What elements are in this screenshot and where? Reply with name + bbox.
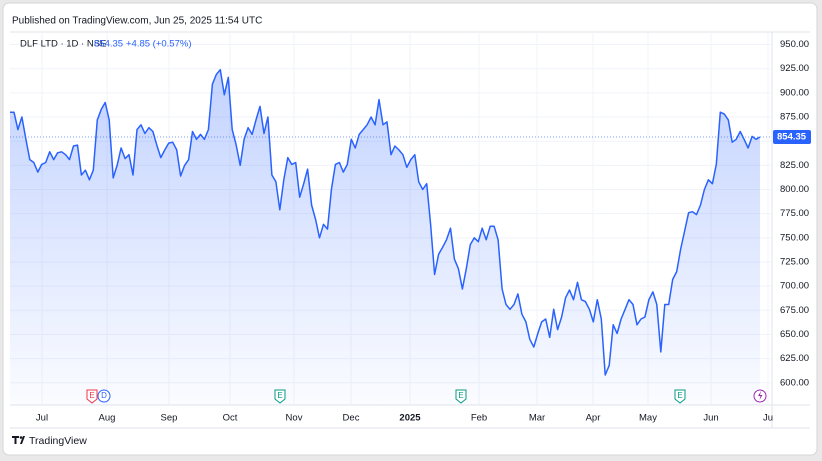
event-marker: E bbox=[86, 389, 98, 404]
event-shape bbox=[674, 389, 686, 404]
y-tick-label: 800.00 bbox=[780, 184, 809, 195]
price-tag bbox=[773, 129, 811, 144]
x-tick-label: Mar bbox=[529, 413, 545, 424]
x-tick-label: Aug bbox=[99, 413, 116, 424]
event-label: E bbox=[458, 391, 463, 400]
publisher: Published on TradingView.com, Jun 25, 20… bbox=[12, 16, 262, 27]
x-tick-label: Nov bbox=[286, 413, 303, 424]
plot bbox=[10, 68, 772, 405]
y-tick-label: 775.00 bbox=[780, 208, 809, 219]
event-label: E bbox=[277, 391, 282, 400]
event-label: E bbox=[89, 391, 94, 400]
legend-title: DLF LTD · 1D · NSE bbox=[20, 39, 106, 50]
x-tick-label: Dec bbox=[343, 413, 360, 424]
price-tag-label: 854.35 bbox=[777, 132, 807, 143]
x-tick-label: Sep bbox=[161, 413, 178, 424]
event-marker: E bbox=[674, 389, 686, 404]
y-tick-label: 600.00 bbox=[780, 377, 809, 388]
event-shape bbox=[97, 389, 111, 403]
y-tick-label: 725.00 bbox=[780, 257, 809, 268]
x-tick-label: Oct bbox=[223, 413, 238, 424]
y-tick-label: 825.00 bbox=[780, 160, 809, 171]
legend-change: +4.85 (+0.57%) bbox=[126, 39, 192, 50]
legend-price: 854.35 bbox=[94, 39, 123, 50]
y-tick-label: 950.00 bbox=[780, 39, 809, 50]
split-marker bbox=[753, 389, 767, 403]
y-tick-label: 700.00 bbox=[780, 281, 809, 292]
x-tick-label: 2025 bbox=[399, 413, 421, 424]
event-shape bbox=[86, 389, 98, 404]
event-marker: E bbox=[455, 389, 467, 404]
price-line bbox=[10, 68, 761, 376]
y-tick-label: 650.00 bbox=[780, 329, 809, 340]
x-tick-label: Jun bbox=[703, 413, 718, 424]
x-tick-label: Feb bbox=[471, 413, 487, 424]
y-tick-label: 925.00 bbox=[780, 63, 809, 74]
event-marker: D bbox=[97, 389, 111, 403]
event-shape bbox=[274, 389, 286, 404]
y-tick-label: 875.00 bbox=[780, 112, 809, 123]
event-label: D bbox=[101, 391, 107, 400]
area bbox=[10, 69, 760, 405]
y-tick-label: 750.00 bbox=[780, 232, 809, 243]
x-tick-label: May bbox=[639, 413, 657, 424]
brand: TradingView bbox=[29, 435, 87, 447]
logo: TradingView bbox=[12, 435, 87, 447]
split-bolt bbox=[758, 391, 763, 400]
y-tick-label: 625.00 bbox=[780, 353, 809, 364]
x-tick-label: Ju bbox=[763, 413, 773, 424]
y-tick-label: 900.00 bbox=[780, 87, 809, 98]
x-tick-label: Apr bbox=[586, 413, 601, 424]
event-label: E bbox=[677, 391, 682, 400]
y-tick-label: 675.00 bbox=[780, 305, 809, 316]
x-tick-label: Jul bbox=[36, 413, 48, 424]
event-shape bbox=[455, 389, 467, 404]
event-marker: E bbox=[274, 389, 286, 404]
